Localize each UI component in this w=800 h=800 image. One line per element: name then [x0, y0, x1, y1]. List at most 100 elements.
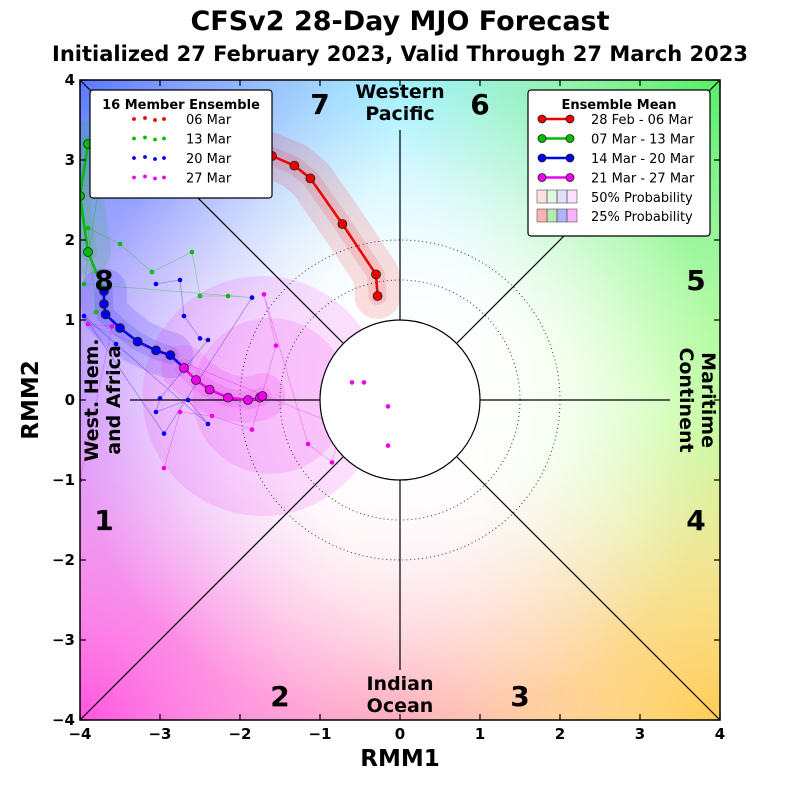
western-pacific-label-2: Pacific — [365, 103, 434, 125]
member-legend: 16 Member Ensemble 06 Mar 13 Mar 20 Mar 27 … — [89, 89, 273, 199]
x-tick-label: 4 — [715, 725, 725, 743]
west-hem-label-2: and Africa — [103, 345, 125, 455]
member-legend-entry: 06 Mar — [186, 113, 232, 128]
member-point — [117, 241, 123, 247]
member-point — [225, 293, 231, 299]
mean-legend-entry: 07 Mar - 13 Mar — [591, 133, 695, 148]
member-point — [181, 313, 187, 319]
y-tick-label: −2 — [52, 551, 75, 569]
mean-point — [165, 350, 176, 361]
unit-circle — [319, 319, 481, 481]
x-tick-label: −2 — [228, 725, 251, 743]
legend-dot — [153, 176, 157, 181]
diagonal-line-br — [456, 456, 721, 721]
member-point — [205, 337, 211, 343]
member-legend-title: 16 Member Ensemble — [102, 98, 260, 113]
amplitude-circle-2 — [239, 239, 561, 561]
legend-marker — [537, 134, 547, 143]
legend-marker — [537, 153, 547, 163]
mean-point — [223, 392, 233, 403]
y-tick-label: 2 — [65, 231, 75, 249]
mean-point — [99, 286, 109, 297]
member-point — [153, 281, 159, 287]
phase-labels: 1 2 3 4 5 6 7 8 — [94, 88, 705, 713]
member-legend-entry: 27 Mar — [186, 172, 232, 187]
mean-legend-entry: 25% Probability — [591, 210, 693, 225]
legend-prob-swatch — [536, 189, 548, 204]
legend-marker — [565, 173, 575, 182]
y-tick-label: −1 — [52, 471, 75, 489]
amplitude-circle-3 — [279, 279, 521, 521]
ensemble-member-points — [80, 149, 391, 483]
legend-marker — [565, 114, 575, 124]
mean-legend-entry: 14 Mar - 20 Mar — [591, 152, 695, 167]
legend-prob-swatch — [536, 208, 548, 223]
member-point — [209, 413, 215, 419]
member-legend-entry: 13 Mar — [186, 133, 232, 148]
x-tick-label: 2 — [555, 725, 565, 743]
legend-dot — [143, 135, 147, 140]
y-tick-label: 4 — [65, 71, 75, 89]
legend-dot — [162, 136, 166, 141]
member-legend-entry: 20 Mar — [186, 152, 232, 167]
member-point — [149, 269, 155, 275]
x-axis-label: RMM1 — [360, 746, 440, 772]
legend-dot — [153, 118, 157, 122]
mean-point — [132, 336, 143, 347]
legend-dot — [162, 117, 166, 121]
member-point — [329, 460, 335, 465]
mean-legend-entry: 21 Mar - 27 Mar — [591, 172, 695, 187]
member-point — [197, 336, 203, 341]
diagonal-line-bl — [79, 456, 344, 721]
phase-label: 4 — [686, 504, 705, 537]
phase-label: 7 — [310, 88, 329, 121]
phase-structure — [79, 79, 721, 721]
legend-dot — [143, 116, 147, 120]
region-labels: Western Pacific Indian Ocean West. Hem. … — [81, 81, 719, 717]
phase-label: 3 — [510, 680, 529, 713]
legend-marker — [565, 134, 575, 143]
member-point — [273, 343, 279, 348]
member-point — [85, 225, 91, 231]
legend-prob-swatch — [566, 189, 578, 204]
maritime-label-1: Maritime — [697, 352, 719, 448]
member-point — [349, 380, 355, 385]
mean-point — [243, 395, 253, 405]
phase-label: 1 — [94, 504, 113, 537]
y-tick-label: 3 — [65, 151, 75, 169]
member-point — [185, 397, 191, 403]
legend-dot — [132, 156, 136, 160]
probability-50-area — [192, 318, 349, 474]
mean-point — [115, 323, 125, 333]
member-point — [177, 277, 183, 283]
legend-prob-swatch — [556, 189, 568, 204]
mean-point — [151, 345, 161, 356]
legend-dot — [143, 174, 147, 179]
member-point — [205, 421, 211, 427]
mean-point — [257, 391, 268, 401]
y-tick-label: 0 — [65, 391, 75, 409]
member-point — [261, 292, 267, 297]
legend-marker — [537, 173, 547, 182]
member-point — [189, 249, 195, 255]
legend-prob-swatch — [556, 208, 568, 223]
member-point — [161, 431, 167, 436]
mean-point — [191, 375, 201, 385]
mean-legend-title: Ensemble Mean — [561, 98, 676, 113]
phase-label: 6 — [470, 88, 489, 121]
chart-subtitle: Initialized 27 February 2023, Valid Thro… — [52, 42, 748, 66]
member-point — [81, 313, 87, 319]
legend-dot — [162, 156, 166, 160]
legend-marker — [565, 153, 575, 163]
member-point — [109, 324, 115, 329]
indian-ocean-label-2: Ocean — [367, 695, 434, 717]
member-point — [249, 295, 255, 300]
western-pacific-label-1: Western — [355, 81, 444, 103]
member-point — [305, 441, 311, 447]
mean-legend-box — [527, 89, 711, 237]
y-axis-label: RMM2 — [18, 360, 44, 440]
phase-label: 2 — [270, 680, 289, 713]
legend-dot — [162, 175, 166, 180]
member-point — [157, 396, 163, 401]
